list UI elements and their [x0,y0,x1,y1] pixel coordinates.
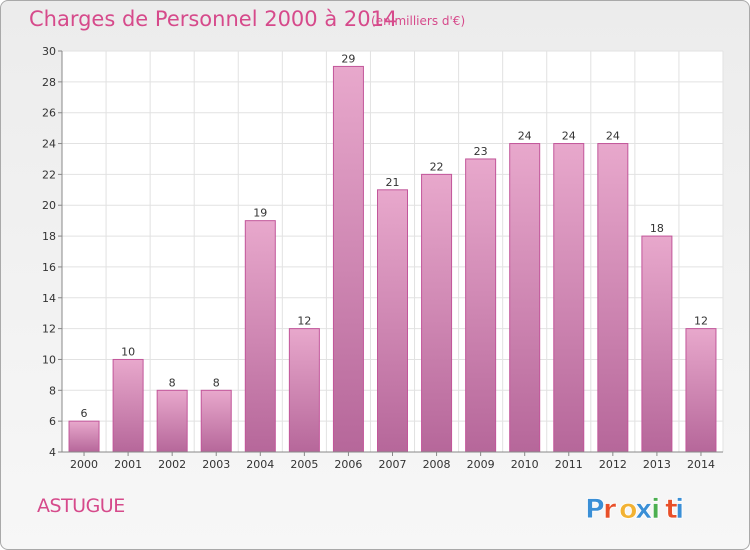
data-label-2008: 22 [430,160,444,173]
x-tick-label: 2001 [114,458,142,471]
data-label-2012: 24 [606,130,620,143]
x-tick-label: 2003 [202,458,230,471]
bar-2010 [509,143,541,453]
data-label-2014: 12 [694,315,708,328]
x-tick-label: 2000 [70,458,98,471]
x-tick-label: 2010 [511,458,539,471]
commune-name: ASTUGUE [37,495,125,517]
bar-2012 [597,143,629,453]
brand-letter: i [651,494,660,525]
x-tick-label: 2009 [467,458,495,471]
data-label-2010: 24 [518,130,532,143]
data-label-2001: 10 [121,345,135,358]
x-tick-label: 2002 [158,458,186,471]
brand-letter: x [635,494,652,525]
bar-2006 [332,65,364,453]
proxiti-logo: Pr oxi ti [585,494,685,525]
bar-2004 [244,220,276,453]
brand-letter: t [665,494,678,525]
y-tick-label: 4 [49,446,56,459]
y-tick-label: 24 [42,138,56,151]
y-tick-label: 18 [42,230,56,243]
x-tick-label: 2011 [555,458,583,471]
x-tick-label: 2014 [687,458,715,471]
y-tick-label: 10 [42,353,56,366]
brand-letter: i [675,494,684,525]
y-tick-label: 26 [42,107,56,120]
y-tick-label: 12 [42,323,56,336]
y-tick-label: 30 [42,45,56,58]
bar-2014 [685,328,717,453]
data-label-2006: 29 [341,52,355,65]
y-tick-label: 28 [42,76,56,89]
axes-group: 4 6 8 10 12 14 16 18 20 22 24 26 28 30 [42,45,723,459]
x-tick-label: 2008 [423,458,451,471]
chart-title: Charges de Personnel 2000 à 2014 [29,7,398,31]
y-tick-label: 14 [42,292,56,305]
brand-letter: r [603,494,617,525]
bars-group [68,65,717,453]
x-tick-label: 2007 [379,458,407,471]
y-tick-label: 6 [49,415,56,428]
data-label-2013: 18 [650,222,664,235]
data-label-2011: 24 [562,130,576,143]
bar-2005 [288,328,320,453]
bar-2008 [421,173,453,453]
bar-2011 [553,143,585,453]
y-tick-label: 22 [42,168,56,181]
y-tick-label: 8 [49,384,56,397]
data-label-2009: 23 [474,145,488,158]
bar-2002 [156,389,188,453]
data-label-2003: 8 [213,376,220,389]
labels-group: 6 2000 10 2001 8 2002 8 2003 19 2004 12 2005 29 2006 2… [70,52,715,471]
x-tick-label: 2005 [290,458,318,471]
bar-2007 [377,189,408,453]
brand-letter: P [585,494,605,525]
bar-2000 [68,420,100,453]
y-tick-label: 16 [42,261,56,274]
data-label-2002: 8 [169,376,176,389]
x-tick-label: 2013 [643,458,671,471]
data-label-2005: 12 [297,315,311,328]
bar-2013 [641,235,673,453]
brand-letter: o [619,494,638,525]
y-tick-label: 20 [42,199,56,212]
x-tick-label: 2006 [334,458,362,471]
data-label-2007: 21 [386,176,400,189]
x-tick-label: 2004 [246,458,274,471]
bar-2003 [200,389,232,453]
x-tick-label: 2012 [599,458,627,471]
bar-2009 [465,158,497,453]
data-label-2004: 19 [253,207,267,220]
data-label-2000: 6 [81,407,88,420]
chart-subtitle: (en milliers d'€) [371,14,466,28]
bar-2001 [112,358,144,453]
